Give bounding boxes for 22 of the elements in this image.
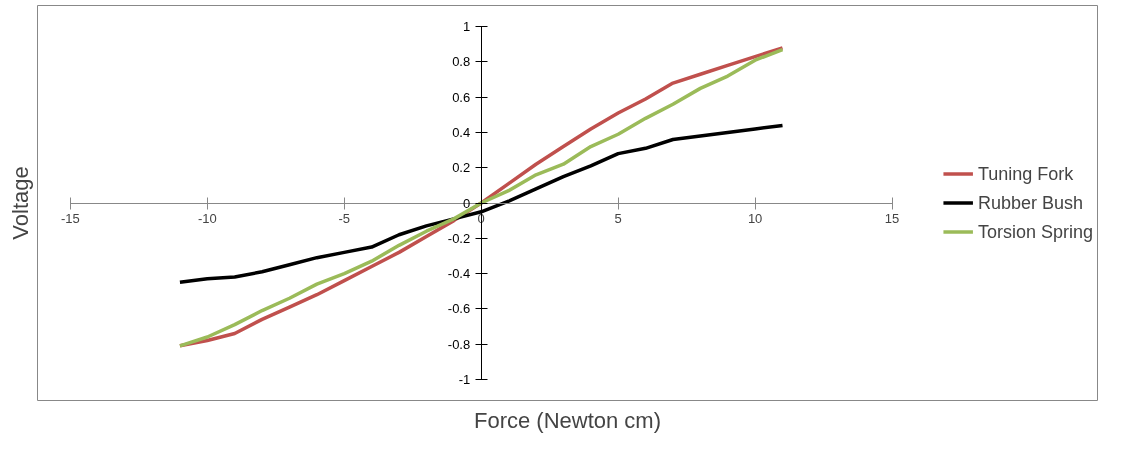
x-tick-label: -15 — [60, 211, 80, 226]
x-tick-label: 10 — [747, 211, 763, 226]
legend-label: Rubber Bush — [977, 192, 1084, 213]
y-tick-label: 0.6 — [452, 89, 471, 105]
x-tick-label: -10 — [197, 211, 217, 226]
y-tick-label: 0.8 — [452, 54, 471, 70]
y-tick-label: -0.8 — [447, 336, 471, 352]
y-tick-label: -0.6 — [447, 301, 471, 317]
y-tick-label: -1 — [458, 371, 471, 387]
legend-label: Torsion Spring — [977, 221, 1093, 242]
y-tick-label: 1 — [462, 19, 471, 35]
legend-label: Tuning Fork — [977, 163, 1074, 184]
x-tick-label: -5 — [338, 211, 351, 226]
y-tick-label: 0.4 — [452, 124, 471, 140]
y-tick-label: 0.2 — [452, 160, 471, 176]
y-axis-title: Voltage — [7, 166, 33, 240]
x-axis-title: Force (Newton cm) — [473, 407, 662, 433]
x-tick-label: 15 — [884, 211, 900, 226]
y-tick-label: 0 — [462, 195, 471, 211]
x-tick-label: 5 — [614, 211, 622, 226]
y-tick-label: -0.2 — [447, 230, 471, 246]
y-tick-label: -0.4 — [447, 266, 471, 282]
